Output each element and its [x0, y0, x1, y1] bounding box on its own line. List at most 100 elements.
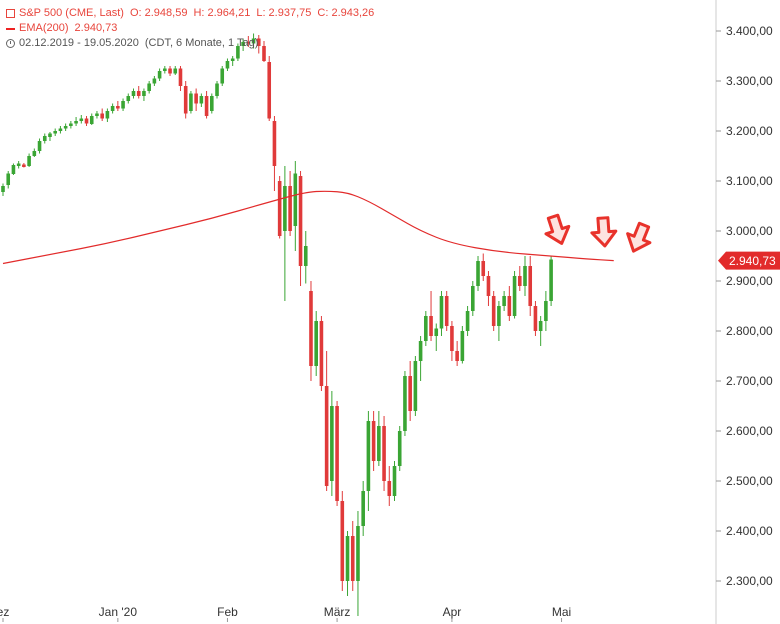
candle-body — [471, 286, 475, 311]
candle-body — [361, 491, 365, 526]
candle-body — [74, 121, 78, 124]
x-tick-label: Feb — [217, 605, 238, 619]
candle-body — [277, 181, 282, 236]
candle-body — [371, 421, 376, 461]
candle-body — [22, 164, 26, 167]
ema200-line — [2, 190, 614, 265]
candle-body — [251, 38, 256, 44]
candle-body — [110, 106, 115, 111]
candle-body — [136, 91, 141, 96]
candle-body — [283, 186, 287, 231]
y-tick-label: 3.100,00 — [726, 174, 773, 188]
candle-body — [79, 118, 84, 121]
candle-body — [37, 141, 42, 151]
clock-icon — [6, 39, 15, 48]
candle-body — [491, 296, 496, 326]
y-tick-label: 2.300,00 — [726, 574, 773, 588]
candle-body — [486, 276, 491, 296]
candle-body — [204, 96, 209, 116]
candle-body — [549, 259, 553, 301]
candle-body — [517, 276, 522, 286]
candle-body — [16, 163, 21, 166]
candle-body — [538, 321, 543, 331]
close-value: C: 2.943,26 — [317, 7, 375, 19]
y-tick-label: 2.900,00 — [726, 274, 773, 288]
candle-body — [450, 326, 454, 351]
legend-instrument-row: S&P 500 (CME, Last) O: 2.948,59 H: 2.964… — [6, 6, 374, 21]
candle-body — [241, 42, 245, 46]
x-tick-label: ez — [0, 605, 9, 619]
last-value-label: 2.940,73 — [729, 254, 776, 268]
candle-body — [27, 156, 31, 166]
candle-body — [121, 101, 125, 109]
candle-body — [309, 291, 313, 366]
candle-body — [147, 83, 151, 91]
candle-body — [434, 328, 439, 336]
candle-body — [314, 321, 318, 366]
candle-swatch-icon — [6, 9, 15, 18]
candle-body — [356, 526, 360, 581]
candle-body — [303, 246, 308, 266]
candle-body — [210, 96, 214, 111]
candle-body — [100, 113, 104, 119]
candle-body — [366, 421, 371, 491]
high-value: H: 2.964,21 — [193, 7, 251, 19]
candle-body — [1, 186, 5, 192]
candle-body — [382, 426, 386, 481]
candle-body — [350, 536, 355, 581]
candle-body — [183, 86, 188, 114]
candle-body — [53, 131, 57, 134]
candle-body — [377, 426, 381, 461]
candle-body — [481, 261, 486, 276]
period-info: (CDT, 6 Monate, 1 Tag) — [144, 37, 259, 49]
chart-legend: S&P 500 (CME, Last) O: 2.948,59 H: 2.964… — [6, 6, 374, 51]
ema-line-swatch-icon — [6, 27, 15, 30]
candle-body — [507, 296, 512, 316]
date-range: 02.12.2019 - 19.05.2020 — [19, 37, 139, 49]
y-tick-label: 2.700,00 — [726, 374, 773, 388]
candle-body — [324, 386, 329, 486]
candle-body — [340, 501, 345, 581]
candle-body — [528, 266, 533, 306]
candle-body — [444, 296, 449, 326]
candle-body — [497, 306, 501, 326]
candle-body — [236, 46, 240, 59]
candle-body — [502, 296, 506, 306]
candle-body — [126, 96, 131, 101]
candle-body — [544, 301, 548, 321]
y-tick-label: 3.400,00 — [726, 24, 773, 38]
candle-body — [512, 276, 517, 316]
candle-body — [225, 61, 230, 69]
y-tick-label: 3.300,00 — [726, 74, 773, 88]
y-tick-label: 2.400,00 — [726, 524, 773, 538]
candle-body — [256, 38, 261, 46]
candle-body — [267, 62, 272, 119]
open-value: O: 2.948,59 — [129, 7, 188, 19]
candle-body — [152, 78, 157, 84]
candle-body — [89, 116, 94, 124]
instrument-name: S&P 500 (CME, Last) — [19, 7, 124, 19]
candle-body — [403, 376, 407, 431]
candle-body — [413, 361, 418, 411]
candle-body — [32, 151, 37, 156]
down-arrow-annotation — [590, 216, 618, 248]
candle-body — [199, 96, 204, 104]
candle-body — [168, 68, 172, 74]
candle-body — [429, 316, 433, 336]
candle-body — [418, 341, 423, 361]
candle-body — [465, 311, 470, 331]
candle-body — [163, 68, 167, 71]
candle-body — [387, 481, 392, 496]
candle-body — [157, 71, 162, 79]
y-tick-label: 3.000,00 — [726, 224, 773, 238]
candle-body — [142, 91, 146, 96]
candle-body — [11, 165, 16, 174]
x-tick-label: Jan '20 — [99, 605, 138, 619]
candle-body — [173, 68, 178, 74]
candle-body — [189, 93, 193, 111]
legend-range-row: 02.12.2019 - 19.05.2020 (CDT, 6 Monate, … — [6, 36, 374, 51]
candle-body — [63, 126, 68, 129]
y-tick-label: 2.800,00 — [726, 324, 773, 338]
candle-body — [392, 466, 397, 496]
